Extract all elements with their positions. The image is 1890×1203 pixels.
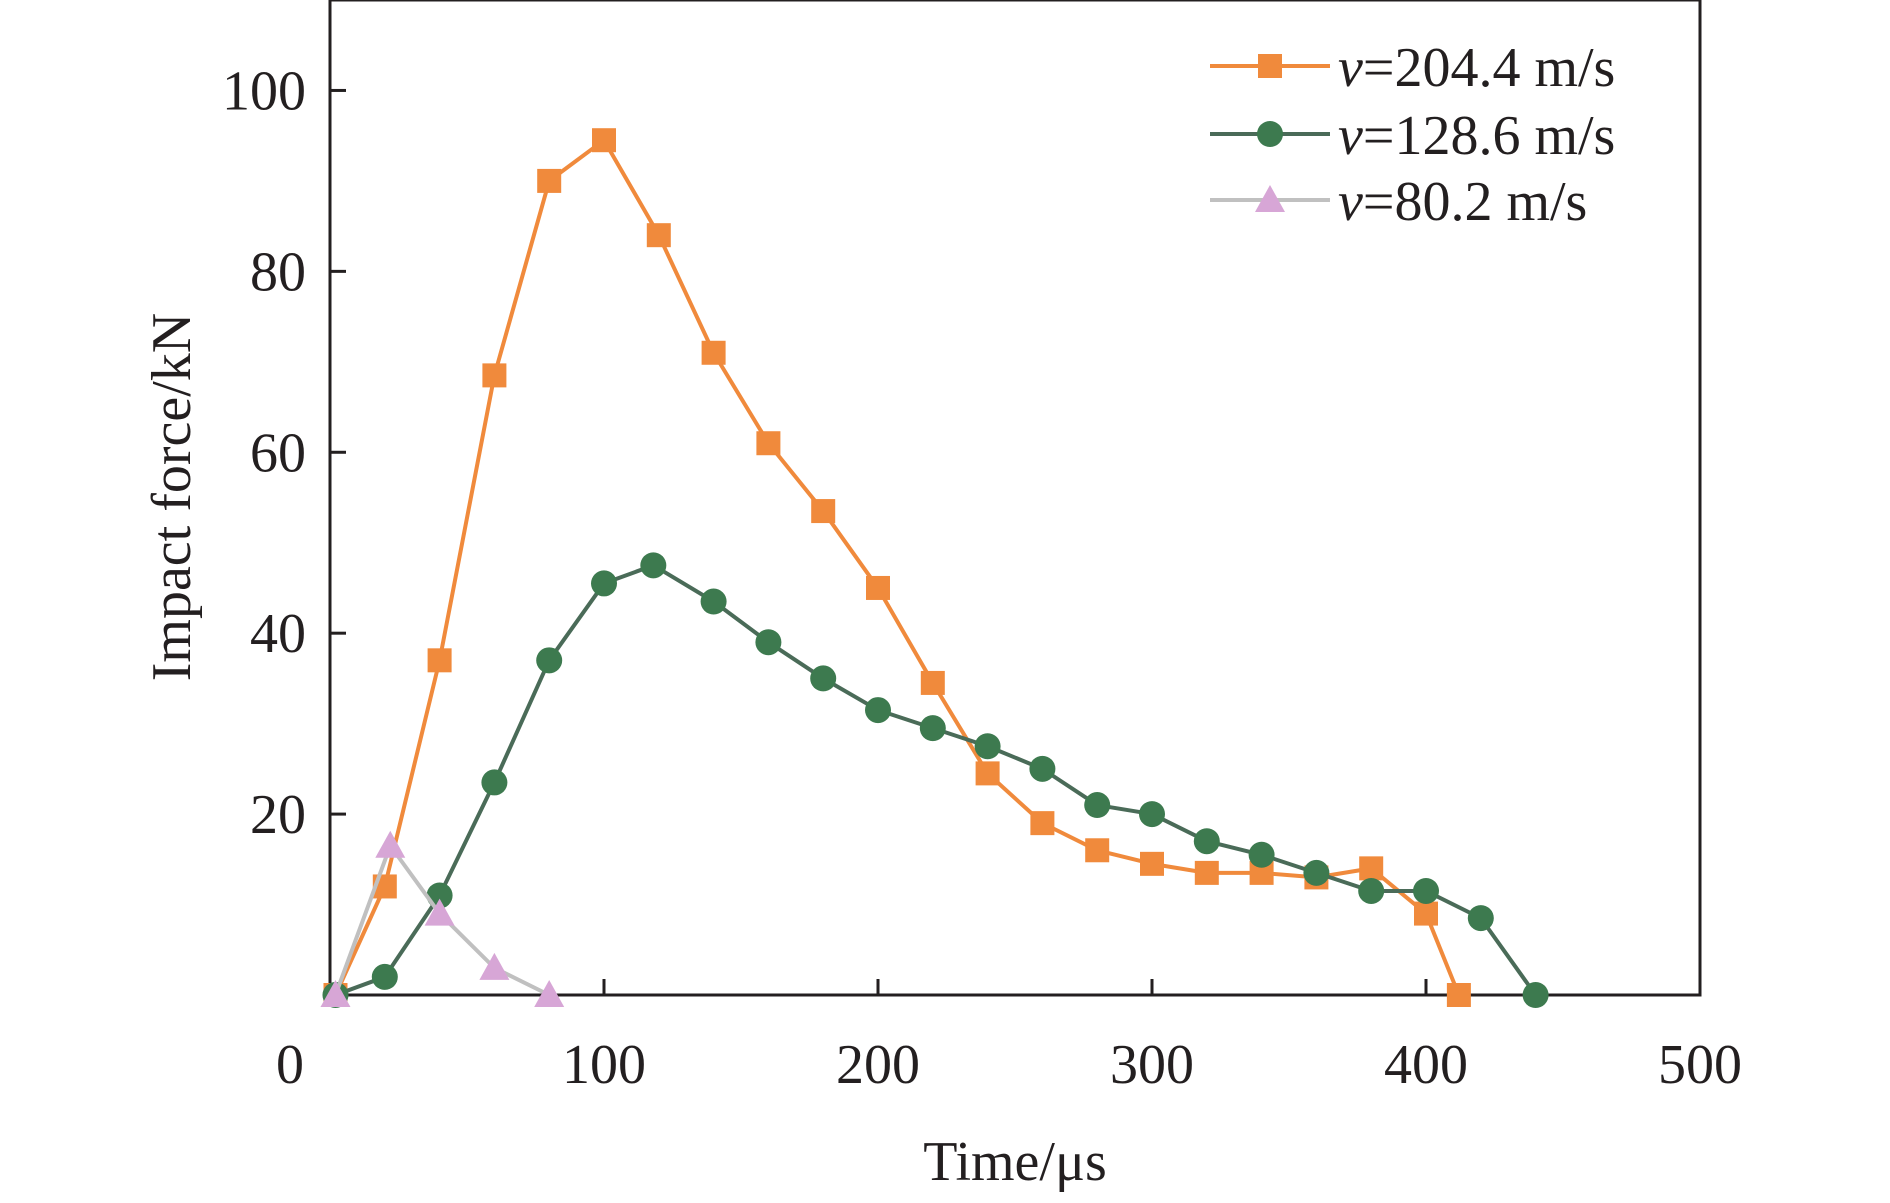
x-tick-label: 400 bbox=[1384, 1034, 1468, 1096]
data-point bbox=[640, 552, 667, 579]
y-axis: 20 40 60 80 100 bbox=[222, 60, 346, 846]
legend-marker bbox=[1257, 121, 1283, 147]
legend-label: v=204.4 m/s bbox=[1338, 37, 1615, 99]
series-square bbox=[323, 128, 1471, 1007]
data-point bbox=[1139, 801, 1165, 828]
series-layer bbox=[320, 128, 1549, 1008]
legend-marker bbox=[1258, 54, 1282, 78]
data-point bbox=[1084, 792, 1111, 819]
data-point bbox=[1414, 901, 1438, 926]
legend-label-variable: v bbox=[1338, 105, 1363, 167]
y-tick-label: 20 bbox=[250, 784, 306, 846]
data-point bbox=[1358, 877, 1385, 904]
data-point bbox=[592, 128, 616, 153]
x-axis: 0 100 200 300 400 500 bbox=[276, 979, 1742, 1096]
legend-label: v=80.2 m/s bbox=[1338, 171, 1587, 233]
data-point bbox=[1359, 856, 1384, 881]
y-tick-label: 80 bbox=[250, 241, 306, 303]
data-point bbox=[1140, 851, 1164, 876]
legend-label: v=128.6 m/s bbox=[1338, 105, 1615, 167]
series-line bbox=[333, 138, 1461, 996]
legend-label-value: =128.6 m/s bbox=[1363, 105, 1616, 167]
data-point bbox=[866, 575, 890, 600]
legend: v=204.4 m/sv=128.6 m/sv=80.2 m/s bbox=[1210, 37, 1615, 233]
x-tick-label: 300 bbox=[1110, 1034, 1194, 1096]
x-tick-label: 100 bbox=[562, 1034, 646, 1096]
data-point bbox=[1413, 877, 1439, 904]
y-tick-label: 40 bbox=[250, 603, 306, 665]
data-point bbox=[482, 363, 507, 388]
data-point bbox=[1085, 838, 1110, 863]
data-point bbox=[646, 223, 671, 248]
data-point bbox=[534, 980, 565, 1007]
series-triangle bbox=[320, 830, 565, 1007]
series-circle bbox=[322, 552, 1549, 1008]
data-point bbox=[371, 963, 398, 990]
x-tick-label: 0 bbox=[276, 1034, 304, 1096]
plot-frame bbox=[328, 0, 1702, 997]
data-point bbox=[536, 647, 563, 674]
data-point bbox=[481, 769, 508, 796]
data-point bbox=[1446, 983, 1471, 1007]
data-point bbox=[1248, 841, 1275, 868]
y-tick-label: 100 bbox=[222, 60, 306, 122]
x-axis-title: Time/μs bbox=[923, 1131, 1107, 1193]
data-point bbox=[701, 340, 726, 365]
series-line bbox=[334, 563, 1538, 997]
data-point bbox=[756, 431, 781, 456]
data-point bbox=[1303, 859, 1330, 886]
data-point bbox=[1522, 982, 1549, 1008]
data-point bbox=[975, 761, 1000, 786]
data-point bbox=[919, 715, 946, 742]
data-point bbox=[974, 733, 1001, 760]
data-point bbox=[1467, 905, 1494, 932]
data-point bbox=[1194, 860, 1219, 885]
data-point bbox=[865, 697, 891, 724]
data-point bbox=[920, 670, 945, 695]
data-point bbox=[1030, 811, 1055, 836]
y-axis-title: Impact force/kN bbox=[141, 313, 203, 681]
data-point bbox=[591, 570, 617, 597]
data-point bbox=[320, 980, 351, 1007]
data-point bbox=[1029, 755, 1056, 782]
data-point bbox=[810, 665, 837, 692]
legend-label-variable: v bbox=[1338, 37, 1363, 99]
data-point bbox=[424, 898, 455, 926]
data-point bbox=[375, 830, 406, 858]
x-tick-label: 200 bbox=[836, 1034, 920, 1096]
legend-label-value: =204.4 m/s bbox=[1363, 37, 1616, 99]
x-tick-label: 500 bbox=[1658, 1034, 1742, 1096]
legend-marker bbox=[1255, 185, 1285, 212]
data-point bbox=[1193, 828, 1220, 855]
y-tick-label: 60 bbox=[250, 422, 306, 484]
data-point bbox=[537, 168, 562, 193]
legend-label-variable: v bbox=[1338, 171, 1363, 233]
data-point bbox=[811, 499, 836, 524]
data-point bbox=[700, 588, 727, 615]
data-point bbox=[755, 629, 782, 656]
legend-label-value: =80.2 m/s bbox=[1363, 171, 1588, 233]
data-point bbox=[427, 648, 452, 673]
data-point bbox=[479, 952, 510, 980]
